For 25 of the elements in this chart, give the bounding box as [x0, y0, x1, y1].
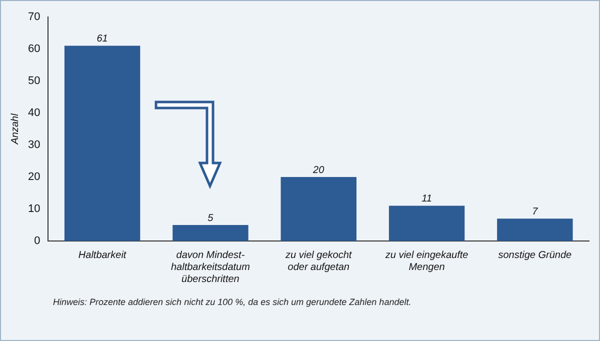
y-tick-label: 60	[28, 43, 40, 56]
text: Hinweis: Prozente addieren sich nicht zu 100 %, da es sich um gerundete Zahlen handelt.	[53, 297, 412, 307]
data-label: 11	[422, 194, 432, 205]
x-tick-label: davon Mindest- haltbarkeitsdatum überschritten	[170, 250, 250, 285]
y-tick-label: 20	[28, 171, 40, 184]
data-label: 61	[96, 34, 108, 45]
y-axis-title: Anzahl	[10, 112, 21, 146]
bar	[280, 177, 356, 241]
x-tick-label: sonstige Gründe	[498, 250, 572, 261]
y-tick-label: 0	[34, 235, 40, 248]
data-label: 5	[208, 212, 214, 224]
bar	[497, 218, 573, 241]
y-tick-label: 50	[28, 75, 40, 88]
x-tick-label: Haltbarkeit	[78, 250, 128, 261]
x-tick-label: zu viel eingekaufte Mengen	[384, 250, 469, 273]
data-label: 20	[312, 164, 325, 176]
y-tick-label: 30	[28, 139, 40, 152]
bar	[64, 46, 140, 241]
data-label: 7	[532, 206, 538, 218]
y-tick-label: 10	[28, 203, 40, 216]
y-tick-label: 40	[28, 107, 40, 120]
x-tick-label: zu viel gekocht oder aufgetan	[284, 250, 353, 273]
bar	[388, 206, 465, 241]
y-tick-label: 70	[28, 11, 40, 24]
bar	[172, 225, 248, 241]
